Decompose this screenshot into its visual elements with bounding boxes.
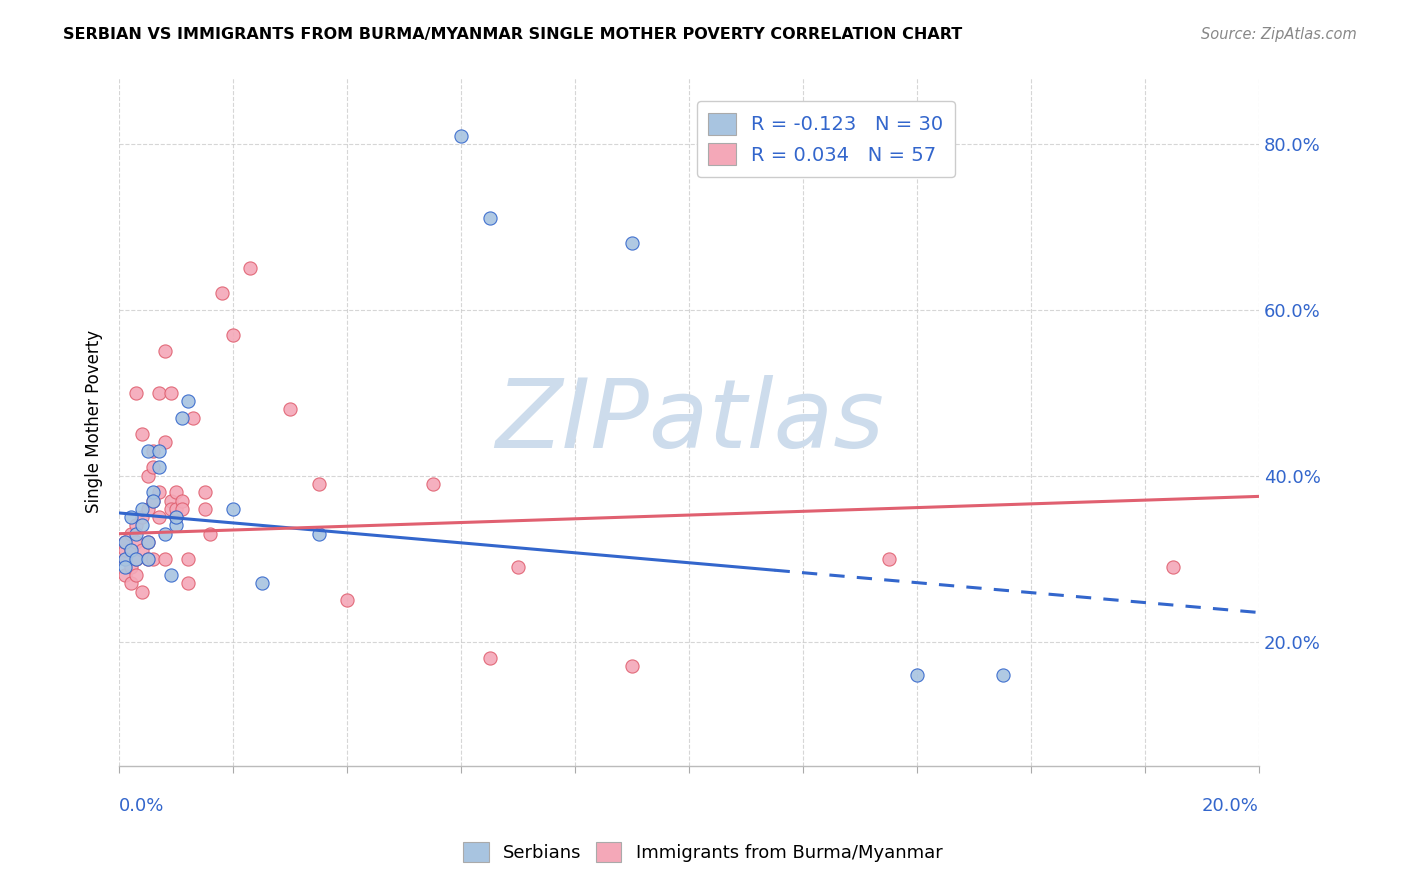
Point (336, 593, 359, 607)
Point (159, 568, 181, 582)
Point (142, 443, 165, 458)
Point (159, 385, 181, 400)
Point (114, 560, 136, 574)
Point (148, 510, 170, 524)
Point (165, 510, 187, 524)
Point (250, 576, 273, 591)
Point (125, 385, 148, 400)
Point (131, 510, 153, 524)
Text: 0.0%: 0.0% (120, 797, 165, 814)
Text: Source: ZipAtlas.com: Source: ZipAtlas.com (1201, 27, 1357, 42)
Point (148, 485, 170, 500)
Point (131, 501, 153, 516)
Point (478, 651, 501, 665)
Point (478, 211, 501, 226)
Point (142, 485, 165, 500)
Point (136, 535, 159, 549)
Point (125, 526, 148, 541)
Point (125, 551, 148, 566)
Point (153, 344, 176, 359)
Point (131, 427, 153, 442)
Point (278, 402, 301, 417)
Point (142, 493, 165, 508)
Point (176, 551, 198, 566)
Point (170, 493, 193, 508)
Point (159, 493, 181, 508)
Point (125, 568, 148, 582)
Point (120, 510, 142, 524)
Point (142, 551, 165, 566)
Point (114, 551, 136, 566)
Point (136, 535, 159, 549)
Point (621, 659, 644, 673)
Point (120, 543, 142, 558)
Point (153, 551, 176, 566)
Point (114, 535, 136, 549)
Point (136, 551, 159, 566)
Point (450, 128, 472, 143)
Point (308, 477, 330, 491)
Point (183, 410, 205, 425)
Point (308, 526, 330, 541)
Point (194, 501, 217, 516)
Y-axis label: Single Mother Poverty: Single Mother Poverty (86, 330, 103, 513)
Point (621, 236, 644, 251)
Point (165, 518, 187, 533)
Point (131, 518, 153, 533)
Point (991, 667, 1014, 681)
Point (194, 485, 217, 500)
Point (153, 526, 176, 541)
Point (239, 261, 262, 276)
Point (136, 443, 159, 458)
Point (176, 394, 198, 409)
Point (136, 468, 159, 483)
Point (125, 518, 148, 533)
Point (120, 560, 142, 574)
Point (120, 576, 142, 591)
Point (165, 485, 187, 500)
Point (170, 501, 193, 516)
Point (153, 435, 176, 450)
Point (125, 535, 148, 549)
Text: 20.0%: 20.0% (1202, 797, 1258, 814)
Point (114, 543, 136, 558)
Point (170, 410, 193, 425)
Point (200, 526, 222, 541)
Point (120, 526, 142, 541)
Point (165, 501, 187, 516)
Point (148, 385, 170, 400)
Legend: Serbians, Immigrants from Burma/Myanmar: Serbians, Immigrants from Burma/Myanmar (456, 834, 950, 870)
Point (165, 510, 187, 524)
Point (222, 327, 245, 342)
Point (136, 551, 159, 566)
Text: SERBIAN VS IMMIGRANTS FROM BURMA/MYANMAR SINGLE MOTHER POVERTY CORRELATION CHART: SERBIAN VS IMMIGRANTS FROM BURMA/MYANMAR… (63, 27, 963, 42)
Point (176, 576, 198, 591)
Point (125, 551, 148, 566)
Point (120, 543, 142, 558)
Point (905, 667, 928, 681)
Point (148, 460, 170, 475)
Point (114, 535, 136, 549)
Point (877, 551, 900, 566)
Point (142, 493, 165, 508)
Point (159, 501, 181, 516)
Point (211, 286, 233, 301)
Text: ZIPatlas: ZIPatlas (495, 376, 883, 468)
Point (142, 460, 165, 475)
Point (131, 543, 153, 558)
Point (422, 477, 444, 491)
Point (131, 584, 153, 599)
Point (222, 501, 245, 516)
Point (114, 551, 136, 566)
Point (114, 568, 136, 582)
Point (1163, 560, 1185, 574)
Point (508, 560, 530, 574)
Point (148, 443, 170, 458)
Point (136, 501, 159, 516)
Legend: R = -0.123   N = 30, R = 0.034   N = 57: R = -0.123 N = 30, R = 0.034 N = 57 (697, 101, 955, 177)
